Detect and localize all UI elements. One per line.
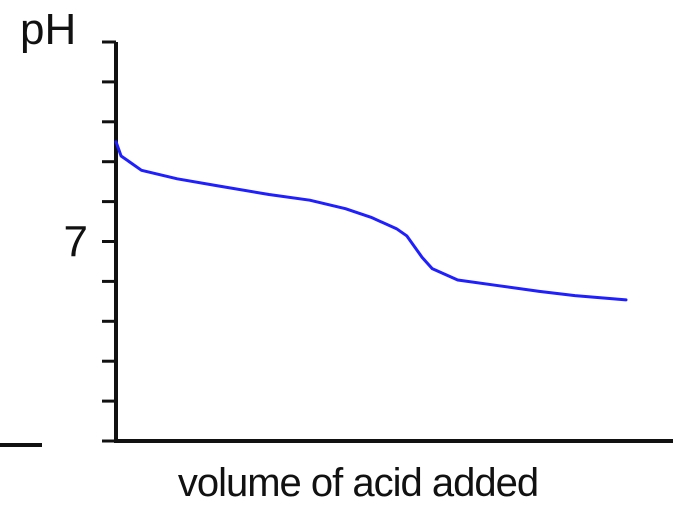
series-line [114, 140, 628, 302]
x-axis-label: volume of acid added [178, 461, 538, 505]
y-axis-label: pH [20, 5, 76, 54]
y-axis-ticks [102, 40, 116, 443]
y-tick-label-7: 7 [64, 218, 88, 267]
